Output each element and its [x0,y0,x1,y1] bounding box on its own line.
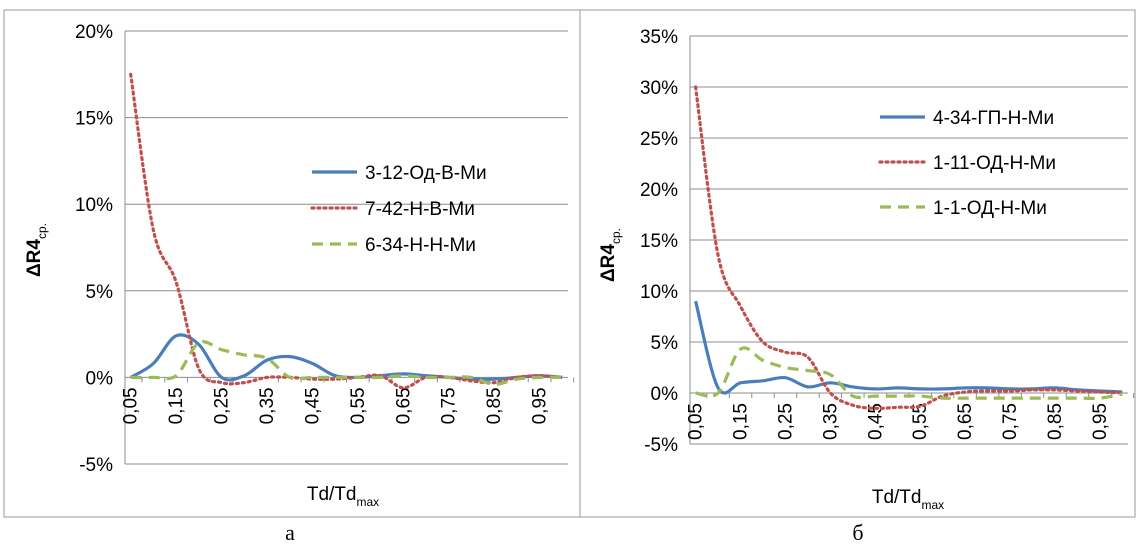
series-line [695,346,1123,401]
panel-b-frame [579,9,1136,518]
y-tick-label: 20% [640,180,678,201]
y-tick-label: 30% [640,78,678,99]
y-axis-label: ΔR4ср. [598,228,623,282]
x-tick-label: 0,75 [1000,403,1021,440]
y-tick-label: 5% [651,333,679,354]
y-tick-label: 25% [640,129,678,150]
y-tick-label: -5% [79,455,113,476]
x-tick-label: 0,85 [1045,403,1066,440]
y-tick-label: 10% [640,282,678,303]
x-tick-label: 0,25 [775,403,796,440]
x-axis-label: Td/Tdmax [872,487,944,512]
y-tick-label: -5% [644,435,678,456]
y-tick-label: 15% [75,109,113,130]
x-tick-label: 0,65 [955,403,976,440]
x-tick-label: 0,75 [439,387,460,424]
x-tick-label: 0,95 [530,387,551,424]
x-tick-label: 0,45 [302,387,323,424]
x-tick-label: 0,95 [1090,403,1111,440]
x-tick-label: 0,25 [212,387,233,424]
x-tick-label: 0,65 [393,387,414,424]
legend-label: 6-34-Н-Н-Ми [365,235,476,256]
caption-b: б [852,520,863,545]
legend-label: 1-1-ОД-Н-Ми [933,198,1047,219]
x-tick-label: 0,85 [484,387,505,424]
x-tick-label: 0,55 [910,403,931,440]
series-line [129,333,563,382]
x-tick-label: 0,15 [731,403,752,440]
legend-label: 4-34-ГП-Н-Ми [933,108,1054,129]
x-axis-label: Td/Tdmax [307,484,379,509]
legend-label: 3-12-Од-В-Ми [365,163,487,184]
x-tick-label: 0,45 [865,403,886,440]
x-tick-label: 0,35 [257,387,278,424]
panel-a-frame [3,9,581,518]
y-tick-label: 10% [75,195,113,216]
y-tick-label: 15% [640,231,678,252]
x-tick-label: 0,15 [166,387,187,424]
x-tick-label: 0,05 [686,403,707,440]
y-tick-label: 35% [640,27,678,48]
chart-panel-б: -5% 0% 5% 10% 15% 20% 25% 30% 35% 0,05 0,15 0,25 0,3… [598,27,1135,512]
chart-panel-a: -5% 0% 5% 10% 15% 20% 0,05 0,15 0,25 0,35 0,45 0,55… [24,22,575,509]
series-line [130,340,563,386]
x-tick-label: 0,35 [820,403,841,440]
legend-label: 7-42-Н-В-Ми [365,199,475,220]
x-tick-label: 0,05 [121,387,142,424]
x-tick-label: 0,55 [348,387,369,424]
y-tick-label: 20% [75,22,113,43]
series-line [694,85,1124,410]
y-tick-label: 5% [86,282,114,303]
y-tick-label: 0% [651,384,679,405]
y-axis-label: ΔR4ср. [24,223,49,277]
y-tick-label: 0% [86,368,114,389]
caption-a: а [285,520,295,545]
legend-label: 1-11-ОД-Н-Ми [933,153,1056,174]
series-line [694,300,1123,395]
